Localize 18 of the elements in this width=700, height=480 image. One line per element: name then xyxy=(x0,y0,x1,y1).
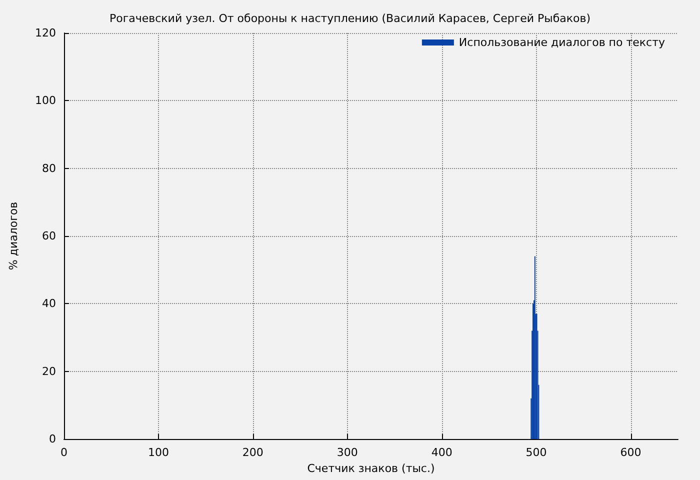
y-tick-label: 0 xyxy=(49,432,56,446)
chart-title: Рогачевский узел. От обороны к наступлению (Василий Карасев, Сергей Рыбаков) xyxy=(109,12,591,25)
y-tick-label: 20 xyxy=(42,364,56,378)
x-tick-label: 300 xyxy=(336,446,358,459)
y-tick-label: 80 xyxy=(42,162,56,175)
y-tick-label: 60 xyxy=(42,230,56,242)
y-tick-label: 100 xyxy=(35,94,56,108)
y-tick-label: 40 xyxy=(42,297,56,310)
legend-label: Использование диалогов по тексту xyxy=(458,36,666,49)
x-tick-label: 100 xyxy=(148,446,169,459)
x-tick-label: 0 xyxy=(60,446,68,459)
x-tick-label: 500 xyxy=(526,446,547,459)
x-tick-label: 200 xyxy=(242,446,264,459)
x-axis-title: Счетчик знаков (тыс.) xyxy=(307,462,435,475)
y-tick-label: 120 xyxy=(35,26,56,40)
x-tick-label: 600 xyxy=(620,446,642,459)
x-tick-label: 400 xyxy=(431,446,452,459)
y-axis-title: % диалогов xyxy=(7,202,20,270)
